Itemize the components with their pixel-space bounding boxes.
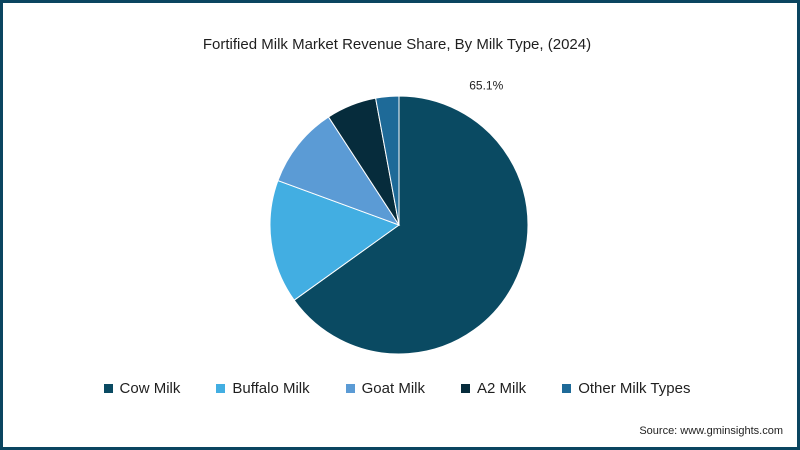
legend-swatch <box>345 384 355 393</box>
pie-slice-buffalo-milk <box>269 179 401 301</box>
legend-label: Other Milk Types <box>578 380 691 397</box>
legend-item-cow-milk: Cow Milk <box>103 380 181 397</box>
data-label-cow-milk: 65.1% <box>469 79 503 93</box>
legend-swatch <box>103 384 113 393</box>
legend-item-a2-milk: A2 Milk <box>461 380 526 397</box>
legend-label: Cow Milk <box>119 380 181 397</box>
legend-label: A2 Milk <box>477 380 527 397</box>
legend-item-goat-milk: Goat Milk <box>345 380 425 397</box>
legend-item-buffalo-milk: Buffalo Milk <box>216 380 310 397</box>
pie-slice-cow-milk <box>293 95 529 355</box>
legend-label: Goat Milk <box>361 380 425 397</box>
source-note: Source: www.gminsights.com <box>639 425 783 437</box>
legend-swatch <box>216 384 226 393</box>
legend-label: Buffalo Milk <box>232 380 310 397</box>
legend-swatch <box>461 384 470 393</box>
pie-slice-goat-milk <box>277 116 401 226</box>
legend-item-other-milk-types: Other Milk Types <box>562 380 690 397</box>
legend-swatch <box>562 384 572 393</box>
pie-slice-other-milk-types <box>375 95 400 226</box>
chart-legend: Cow Milk Buffalo Milk Goat Milk A2 Milk Othe… <box>0 380 794 397</box>
chart-title: Fortified Milk Market Revenue Share, By … <box>202 36 592 53</box>
